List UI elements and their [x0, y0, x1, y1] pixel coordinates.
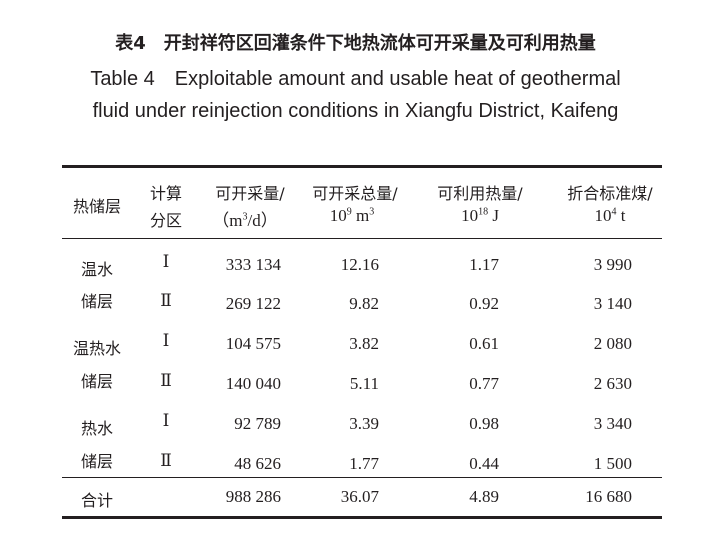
reservoir-name: 储层 — [80, 292, 114, 311]
heat-cell: 0.98 — [469, 414, 499, 433]
amount-cell: 269 122 — [225, 294, 281, 313]
header-reservoir: 热储层 — [72, 197, 122, 216]
caption-chinese: 表4 开封祥符区回灌条件下地热流体可开采量及可利用热量 — [115, 33, 596, 54]
header-rule — [62, 238, 662, 239]
top-rule — [62, 165, 662, 168]
amount-cell: 92 789 — [234, 414, 281, 433]
coal-cell: 3 990 — [593, 255, 632, 274]
coal-cell: 3 340 — [593, 414, 632, 433]
reservoir-name: 储层 — [80, 452, 114, 471]
total-amount-sum: 988 286 — [225, 487, 281, 506]
reservoir-name: 温热水 — [72, 339, 122, 358]
bottom-rule — [62, 516, 662, 519]
header-total: 可开采总量/ — [312, 184, 398, 203]
total-amount-cell: 12.16 — [340, 255, 379, 274]
zone-cell: Ⅰ — [162, 411, 170, 430]
total-amount-cell: 1.77 — [349, 454, 379, 473]
header-heat: 可利用热量/ — [437, 184, 523, 203]
coal-cell: 3 140 — [593, 294, 632, 313]
total-rule — [62, 477, 662, 478]
reservoir-name: 温水 — [80, 260, 114, 279]
total-amount-cell: 3.82 — [349, 334, 379, 353]
reservoir-name: 热水 — [80, 419, 114, 438]
header-coal-unit: 104 t — [594, 206, 626, 225]
heat-cell: 0.61 — [469, 334, 499, 353]
zone-cell: Ⅱ — [160, 291, 172, 310]
total-heat-sum: 4.89 — [469, 487, 499, 506]
amount-cell: 333 134 — [225, 255, 281, 274]
header-amount: 可开采量/ — [215, 184, 285, 203]
total-volume-sum: 36.07 — [340, 487, 379, 506]
header-heat-unit: 1018 J — [461, 206, 499, 225]
amount-cell: 48 626 — [234, 454, 281, 473]
total-amount-cell: 5.11 — [349, 374, 379, 393]
reservoir-name: 储层 — [80, 372, 114, 391]
total-amount-cell: 3.39 — [349, 414, 379, 433]
zone-cell: Ⅰ — [162, 331, 170, 350]
coal-cell: 1 500 — [593, 454, 632, 473]
coal-cell: 2 080 — [593, 334, 632, 353]
heat-cell: 0.92 — [469, 294, 499, 313]
total-coal-sum: 16 680 — [585, 487, 632, 506]
heat-cell: 1.17 — [469, 255, 499, 274]
coal-cell: 2 630 — [593, 374, 632, 393]
header-zone-1: 计算 — [149, 184, 183, 203]
header-amount-unit: （m3/d） — [212, 211, 278, 230]
caption-english: Table 4 Exploitable amount and usable he… — [90, 68, 621, 122]
zone-cell: Ⅰ — [162, 252, 170, 271]
header-total-unit: 109 m3 — [329, 206, 375, 225]
total-amount-cell: 9.82 — [349, 294, 379, 313]
zone-cell: Ⅱ — [160, 451, 172, 470]
heat-cell: 0.77 — [469, 374, 499, 393]
amount-cell: 140 040 — [225, 374, 281, 393]
header-zone-2: 分区 — [149, 211, 183, 230]
heat-cell: 0.44 — [469, 454, 499, 473]
zone-cell: Ⅱ — [160, 371, 172, 390]
total-label: 合计 — [80, 491, 114, 510]
header-coal: 折合标准煤/ — [567, 184, 653, 203]
amount-cell: 104 575 — [225, 334, 281, 353]
